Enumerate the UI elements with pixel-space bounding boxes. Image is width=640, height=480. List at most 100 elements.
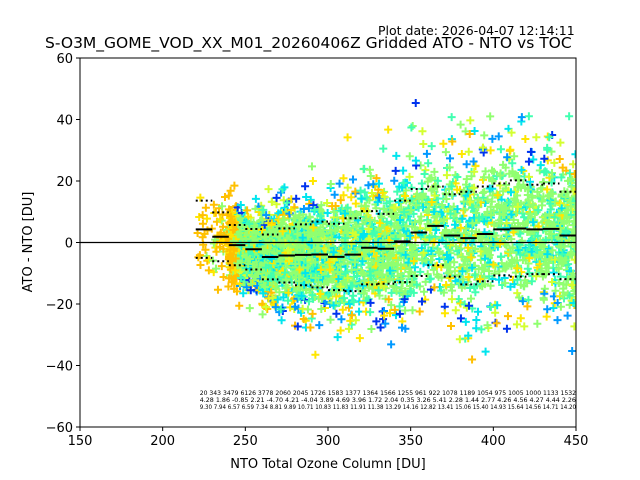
scatter-point xyxy=(295,211,304,220)
scatter-point xyxy=(447,182,456,191)
scatter-point xyxy=(328,202,337,211)
scatter-point xyxy=(236,214,245,223)
scatter-point xyxy=(360,276,369,285)
scatter-point xyxy=(384,253,393,262)
scatter-point xyxy=(547,229,556,238)
scatter-point xyxy=(386,266,395,275)
scatter-point xyxy=(439,288,448,297)
scatter-point xyxy=(554,264,563,273)
scatter-point xyxy=(309,239,318,248)
scatter-point xyxy=(258,216,267,225)
scatter-point xyxy=(361,202,370,211)
scatter-point xyxy=(556,302,565,311)
scatter-point xyxy=(395,309,404,318)
scatter-point xyxy=(492,319,501,328)
scatter-point xyxy=(527,247,536,256)
scatter-point xyxy=(464,147,473,156)
scatter-point xyxy=(242,234,251,243)
scatter-point xyxy=(316,212,325,221)
x-tick-label: 350 xyxy=(398,434,423,449)
scatter-point xyxy=(340,209,349,218)
scatter-point xyxy=(464,301,473,310)
scatter-point xyxy=(406,231,415,240)
scatter-point xyxy=(283,198,292,207)
scatter-point xyxy=(328,235,337,244)
scatter-point xyxy=(347,239,356,248)
scatter-point xyxy=(358,257,367,266)
scatter-point xyxy=(456,314,465,323)
y-tick-label: 0 xyxy=(65,237,73,252)
scatter-point xyxy=(218,202,227,211)
scatter-point xyxy=(400,208,409,217)
scatter-point xyxy=(245,219,254,228)
scatter-point xyxy=(327,274,336,283)
scatter-point xyxy=(401,306,410,315)
scatter-point xyxy=(317,201,326,210)
scatter-point xyxy=(481,260,490,269)
scatter-point xyxy=(441,239,450,248)
scatter-point xyxy=(478,282,487,291)
scatter-point xyxy=(348,229,357,238)
scatter-point xyxy=(481,167,490,176)
scatter-point xyxy=(347,311,356,320)
scatter-point xyxy=(227,212,236,221)
scatter-point xyxy=(336,196,345,205)
bin-stats-text: 20 343 3479 6126 3778 2060 2045 1726 158… xyxy=(200,389,576,411)
scatter-point xyxy=(260,259,269,268)
scatter-point xyxy=(267,288,276,297)
scatter-point xyxy=(397,323,406,332)
scatter-point xyxy=(211,264,220,273)
scatter-point xyxy=(461,317,470,326)
scatter-point xyxy=(474,307,483,316)
scatter-point xyxy=(347,266,356,275)
scatter-point xyxy=(543,145,552,154)
scatter-point xyxy=(440,215,449,224)
scatter-point xyxy=(311,350,320,359)
scatter-point xyxy=(446,154,455,163)
scatter-point xyxy=(411,218,420,227)
scatter-point xyxy=(540,242,549,251)
scatter-point xyxy=(270,227,279,236)
scatter-point xyxy=(392,151,401,160)
scatter-point xyxy=(561,226,570,235)
scatter-point xyxy=(506,188,515,197)
scatter-point xyxy=(306,323,315,332)
scatter-point xyxy=(538,178,547,187)
scatter-point xyxy=(543,185,552,194)
scatter-point xyxy=(347,193,356,202)
scatter-point xyxy=(219,272,228,281)
y-tick-label: 20 xyxy=(56,175,73,190)
scatter-point xyxy=(366,215,375,224)
scatter-point xyxy=(570,216,576,225)
scatter-point xyxy=(323,198,332,207)
scatter-point xyxy=(379,144,388,153)
scatter-point xyxy=(507,128,516,137)
scatter-point xyxy=(411,99,420,108)
scatter-point xyxy=(362,214,371,223)
scatter-point xyxy=(273,295,282,304)
scatter-point xyxy=(476,255,485,264)
y-tick-label: 60 xyxy=(56,52,73,67)
scatter-point xyxy=(267,197,276,206)
scatter-point xyxy=(224,282,233,291)
scatter-point xyxy=(235,301,244,310)
scatter-point xyxy=(308,291,317,300)
scatter-point xyxy=(453,172,462,181)
scatter-point xyxy=(235,279,244,288)
scatter-point xyxy=(524,185,533,194)
scatter-point xyxy=(251,273,260,282)
scatter-point xyxy=(396,215,405,224)
scatter-point xyxy=(481,347,490,356)
scatter-point xyxy=(496,218,505,227)
scatter-point xyxy=(566,199,575,208)
scatter-point xyxy=(497,201,506,210)
scatter-point xyxy=(451,277,460,286)
scatter-point xyxy=(195,251,204,260)
scatter-point xyxy=(343,133,352,142)
scatter-point xyxy=(417,297,426,306)
scatter-point xyxy=(349,298,358,307)
scatter-point xyxy=(523,302,532,311)
scatter-point xyxy=(510,152,519,161)
scatter-point xyxy=(306,195,315,204)
scatter-point xyxy=(442,171,451,180)
